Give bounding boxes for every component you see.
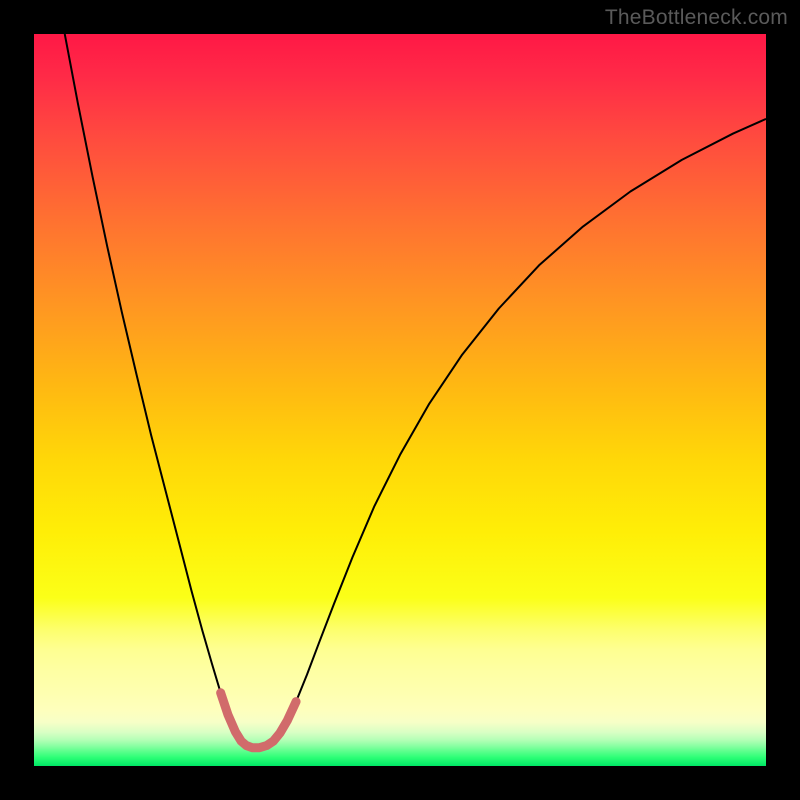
bottleneck-chart — [34, 34, 766, 766]
watermark-text: TheBottleneck.com — [605, 6, 788, 30]
chart-background — [34, 34, 766, 766]
chart-container — [34, 34, 766, 766]
